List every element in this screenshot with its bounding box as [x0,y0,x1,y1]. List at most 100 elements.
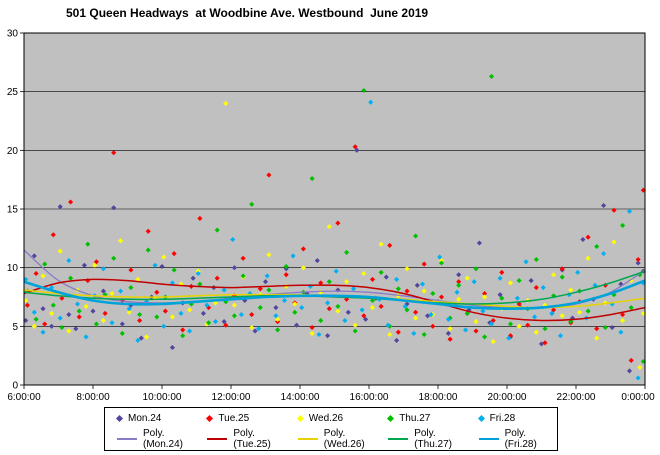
legend-item-poly-tue25: Poly. (Tue.25) [195,428,285,450]
scatter-point [516,278,522,284]
y-tick-label: 25 [7,87,19,98]
scatter-point [542,326,548,332]
scatter-point [620,312,626,318]
scatter-point [594,243,600,250]
legend-item-tue25: Tue.25 [195,413,285,424]
scatter-point [611,239,617,245]
scatter-point [514,295,520,301]
scatter-point [528,278,534,284]
scatter-point [585,234,591,240]
scatter-point [626,208,633,214]
legend-label-fri28: Fri.28 [489,412,516,424]
scatter-point [540,285,546,291]
scatter-point [601,202,607,209]
scatter-point [580,236,586,243]
scatter-point [628,305,634,311]
y-tick-label: 30 [7,29,19,40]
legend-label-mon24: Mon.24 [128,412,162,424]
scatter-point [609,324,615,331]
poly-line-fri28 [23,279,646,311]
scatter-point [551,272,557,278]
legend-marker-tue25 [206,414,214,422]
scatter-point [525,322,531,328]
legend-marker-wed26 [296,414,304,422]
plot-area: 0 5 10 15 20 25 30 6:00:00 8:00:00 10:00:00 12:00:… [7,29,655,403]
legend-item-mon24: Mon.24 [105,413,195,424]
scatter-point [559,274,565,280]
scatter-point [568,287,574,293]
scatter-point [620,317,626,324]
gridlines [24,91,645,327]
legend-line-sample-mon24 [117,438,137,440]
y-tick-label: 20 [7,146,19,157]
scatter-point [533,285,539,291]
legend-line-sample-thu27 [388,438,409,440]
y-tick-label: 15 [7,205,19,216]
scatter-point [532,314,538,320]
scatter-point [585,255,591,261]
y-tick-label: 5 [12,322,18,333]
x-tick-label: 18:00:00 [419,392,458,402]
scatter-point [557,333,564,339]
scatter-point [635,375,641,381]
legend-line-sample-wed26 [297,438,318,440]
x-tick-label: 16:00:00 [350,392,389,402]
scatter-point [542,340,548,346]
legend-label-poly-fri28: Poly. (Fri.28) [504,428,537,450]
scatter-point [523,259,529,265]
legend-marker-mon24 [115,414,124,422]
legend-marker-thu27 [387,414,395,422]
scatter-point [635,260,641,266]
scatter-point [575,269,581,275]
legend-line-sample-tue25 [207,438,228,440]
scatter-point [559,266,565,272]
legend-label-poly-tue25: Poly. (Tue.25) [233,428,271,450]
legend-item-fri28: Fri.28 [467,413,557,424]
scatter-point [618,329,624,335]
x-tick-label: 8:00:00 [76,392,110,402]
scatter-point [626,368,633,374]
legend-label-tue25: Tue.25 [218,412,250,424]
scatter-point [576,309,583,315]
x-tick-label: 12:00:00 [212,392,251,402]
legend-label-thu27: Thu.27 [399,412,431,424]
poly-line-tue25 [23,278,646,322]
legend-item-poly-thu27: Poly. (Thu.27) [376,428,466,450]
scatter-point [611,207,617,213]
scatter-point [549,310,555,316]
y-axis: 0 5 10 15 20 25 30 [7,29,24,392]
scatter-point [602,324,608,331]
scatter-point [635,256,641,263]
scatter-point [559,313,565,319]
scatter-point [533,256,539,263]
scatter-point [551,307,557,313]
x-axis: 6:00:00 8:00:00 10:00:00 12:00:00 14:00:00 16… [7,385,655,402]
legend-label-poly-mon24: Poly. (Mon.24) [143,428,184,450]
legend-item-wed26: Wed.26 [286,413,376,424]
scatter-point [637,364,643,370]
scatter-point [620,222,626,228]
scatter-point [628,357,634,363]
x-tick-label: 0:00:00 [621,392,655,402]
x-tick-label: 6:00:00 [7,392,41,402]
x-tick-label: 20:00:00 [488,392,527,402]
legend-item-thu27: Thu.27 [376,413,466,424]
chart-legend: Mon.24 Tue.25 Wed.26 Thu.27 Fri.28 Poly. (Mon… [104,407,558,451]
legend-label-poly-thu27: Poly. (Thu.27) [414,428,452,450]
x-tick-label: 22:00:00 [557,392,596,402]
legend-line-sample-fri28 [478,437,499,441]
chart-title: 501 Queen Headways at Woodbine Ave. West… [66,6,429,20]
legend-marker-fri28 [477,414,485,422]
y-tick-label: 0 [12,381,18,392]
legend-label-wed26: Wed.26 [308,412,344,424]
scatter-point [533,329,539,335]
legend-item-poly-mon24: Poly. (Mon.24) [105,428,195,450]
x-tick-label: 10:00:00 [143,392,182,402]
scatter-point [594,335,600,341]
scatter-point [594,326,600,332]
legend-item-poly-fri28: Poly. (Fri.28) [467,428,557,450]
scatter-point [601,251,607,257]
legend-label-poly-wed26: Poly. (Wed.26) [323,428,365,450]
scatter-point [516,323,522,329]
